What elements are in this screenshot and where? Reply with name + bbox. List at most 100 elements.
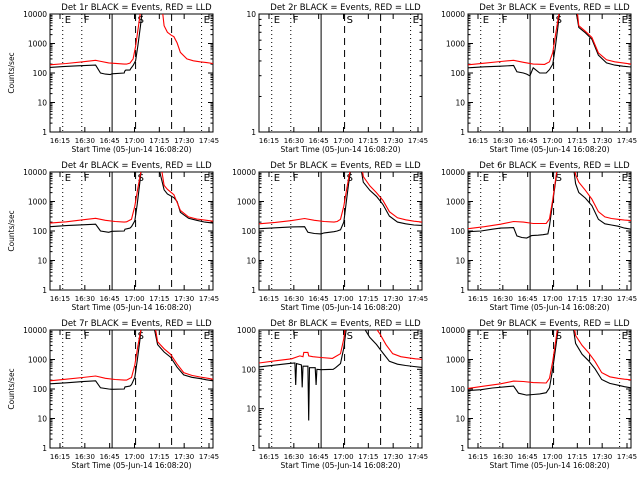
x-tick-label: 17:45 <box>408 453 428 461</box>
y-tick-label: 1 <box>251 128 256 137</box>
x-tick-label: 17:00 <box>542 137 562 145</box>
chart-title: Det 1r BLACK = Events, RED = LLD <box>61 3 212 13</box>
x-tick-label: 16:30 <box>75 137 95 145</box>
x-tick-label: 16:45 <box>518 295 538 303</box>
lld-series-line <box>50 14 213 66</box>
time-marker-label: E <box>413 173 419 184</box>
y-tick-label: 1 <box>460 286 465 295</box>
x-tick-label: 17:30 <box>592 295 612 303</box>
y-tick-label: 1 <box>42 286 47 295</box>
chart-title: Det 2r BLACK = Events, RED = LLD <box>270 3 421 13</box>
x-tick-label: 17:30 <box>383 295 403 303</box>
x-axis-label: Start Time (05-Jun-14 16:08:20) <box>490 461 610 470</box>
x-tick-label: 17:00 <box>124 295 144 303</box>
plot-frame <box>258 13 423 133</box>
x-tick-label: 16:15 <box>50 453 70 461</box>
x-tick-label: 16:30 <box>75 295 95 303</box>
y-axis-label: Counts/sec <box>7 210 16 251</box>
y-tick-label: 10 <box>37 257 47 266</box>
x-tick-label: 17:45 <box>199 295 219 303</box>
x-tick-label: 17:30 <box>383 453 403 461</box>
x-tick-label: 17:45 <box>617 453 637 461</box>
lld-series-line <box>468 172 631 230</box>
chart-title: Det 9r BLACK = Events, RED = LLD <box>479 319 630 329</box>
x-tick-label: 16:30 <box>493 453 513 461</box>
events-series-line <box>468 330 631 396</box>
x-tick-label: 16:30 <box>75 453 95 461</box>
y-tick-label: 10000 <box>441 326 465 335</box>
detector-panel: Det 1r BLACK = Events, RED = LLD 1 10 100 10… <box>7 3 219 154</box>
x-tick-label: 17:15 <box>567 453 587 461</box>
chart-title: Det 6r BLACK = Events, RED = LLD <box>479 161 630 171</box>
lld-series-line <box>50 172 213 224</box>
plot-frame <box>258 329 423 449</box>
time-marker-label: E <box>65 15 71 26</box>
x-tick-label: 16:15 <box>468 137 488 145</box>
y-tick-label: 1000 <box>446 356 465 365</box>
time-marker-label: F <box>293 173 299 184</box>
x-axis-label: Start Time (05-Jun-14 16:08:20) <box>281 461 401 470</box>
y-tick-label: 10 <box>455 415 465 424</box>
time-marker-label: E <box>274 331 280 342</box>
y-axis-label: Counts/sec <box>7 368 16 409</box>
time-marker-label: E <box>65 331 71 342</box>
x-tick-label: 17:45 <box>408 137 428 145</box>
chart-title: Det 7r BLACK = Events, RED = LLD <box>61 319 212 329</box>
time-marker-label: F <box>502 331 508 342</box>
x-tick-label: 17:00 <box>333 453 353 461</box>
y-tick-label: 10 <box>37 99 47 108</box>
y-tick-label: 100 <box>242 365 257 374</box>
detector-panel: Det 6r BLACK = Events, RED = LLD 1 10 100 10… <box>441 161 637 312</box>
lld-series-line <box>468 330 631 389</box>
y-tick-label: 1 <box>460 444 465 453</box>
x-tick-label: 17:00 <box>124 453 144 461</box>
y-tick-label: 1 <box>460 128 465 137</box>
plot-frame <box>49 13 214 133</box>
lld-series-line <box>259 172 422 225</box>
detector-panel: Det 4r BLACK = Events, RED = LLD 1 10 100 10… <box>7 161 219 312</box>
x-tick-label: 16:45 <box>309 295 329 303</box>
x-tick-label: 17:15 <box>567 137 587 145</box>
y-tick-label: 10000 <box>441 10 465 19</box>
x-tick-label: 17:15 <box>149 295 169 303</box>
y-tick-label: 1000 <box>28 40 47 49</box>
time-marker-label: E <box>622 15 628 26</box>
time-marker-label: E <box>274 15 280 26</box>
x-tick-label: 16:30 <box>284 453 304 461</box>
detector-panel: Det 5r BLACK = Events, RED = LLD 1 10 100 10… <box>232 161 428 312</box>
detector-panel: Det 8r BLACK = Events, RED = LLD 1 10 100 10… <box>237 319 428 470</box>
events-series-line <box>468 14 631 77</box>
x-tick-label: 16:15 <box>259 137 279 145</box>
detector-panel: Det 7r BLACK = Events, RED = LLD 1 10 100 10… <box>7 319 219 470</box>
x-tick-label: 16:45 <box>518 453 538 461</box>
y-tick-label: 1 <box>251 444 256 453</box>
events-series-line <box>259 330 422 421</box>
y-axis-label: Counts/sec <box>7 52 16 93</box>
y-tick-label: 10 <box>37 415 47 424</box>
x-tick-label: 16:15 <box>259 453 279 461</box>
x-tick-label: 16:45 <box>100 295 120 303</box>
x-tick-label: 17:45 <box>199 453 219 461</box>
y-tick-label: 1000 <box>446 198 465 207</box>
x-tick-label: 16:30 <box>493 137 513 145</box>
lld-series-line <box>50 330 213 382</box>
x-tick-label: 16:45 <box>309 453 329 461</box>
time-marker-label: E <box>204 173 210 184</box>
x-tick-label: 17:15 <box>358 295 378 303</box>
x-tick-label: 17:15 <box>358 453 378 461</box>
x-axis-label: Start Time (05-Jun-14 16:08:20) <box>490 145 610 154</box>
plot-frame <box>467 13 632 133</box>
x-tick-label: 16:15 <box>468 295 488 303</box>
y-tick-label: 10 <box>246 10 256 19</box>
detector-panel: Det 2r BLACK = Events, RED = LLD 1 10 16:15… <box>246 3 428 154</box>
x-tick-label: 16:30 <box>284 137 304 145</box>
y-tick-label: 1000 <box>28 198 47 207</box>
events-series-line <box>50 14 143 76</box>
x-tick-label: 17:00 <box>542 295 562 303</box>
x-tick-label: 16:15 <box>468 453 488 461</box>
y-tick-label: 10 <box>455 257 465 266</box>
x-tick-label: 17:15 <box>358 137 378 145</box>
y-tick-label: 10000 <box>232 168 256 177</box>
x-tick-label: 17:30 <box>383 137 403 145</box>
time-marker-label: E <box>483 331 489 342</box>
